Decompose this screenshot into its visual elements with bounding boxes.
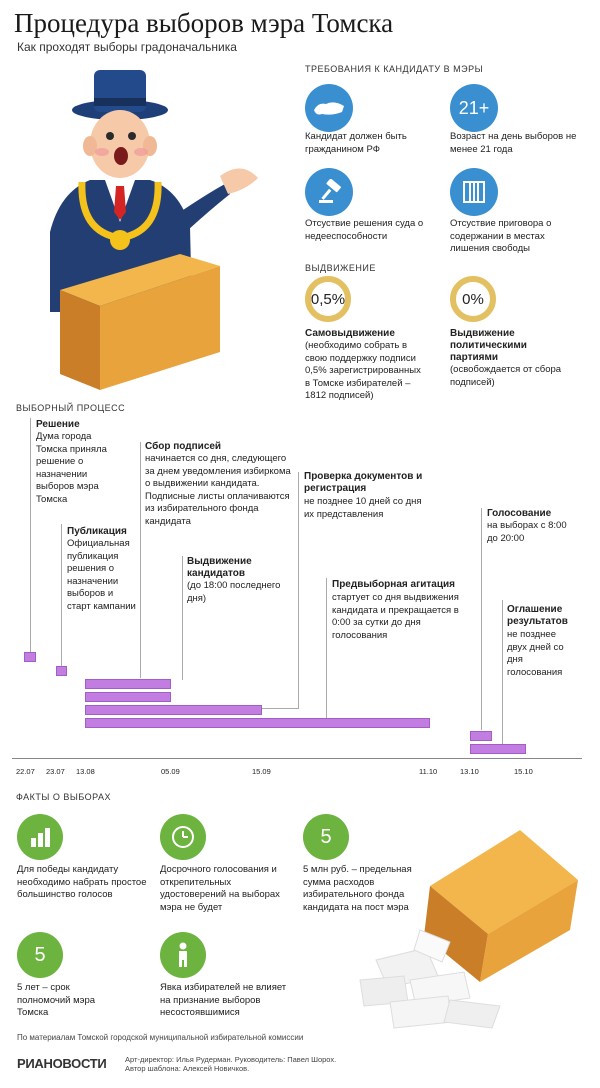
nomination-heading: ВЫДВИЖЕНИЕ — [305, 263, 376, 273]
step-registration-text: не позднее 10 дней со дня их представлен… — [304, 496, 422, 520]
prison-bars-icon — [450, 168, 498, 216]
step-signatures-text: начинается со дня, следующего за днем ув… — [145, 453, 291, 527]
self-nomination-percent: 0,5% — [305, 276, 351, 322]
russia-map-icon — [305, 84, 353, 132]
fact-turnout: Явка избирателей не влияет на признание … — [160, 982, 287, 1018]
fact-majority: Для победы кандидату необходимо набрать … — [17, 864, 147, 900]
step-nomination-title: Выдвижение кандидатов — [187, 556, 252, 579]
step-publication-text: Официальная публикация решения о назначе… — [67, 538, 136, 612]
facts-heading: ФАКТЫ О ВЫБОРАХ — [16, 792, 112, 802]
ballot-box-illustration — [359, 830, 578, 1029]
bar-decision — [24, 652, 36, 662]
self-nomination-text: (необходимо собрать в свою поддержку под… — [305, 340, 421, 401]
requirements-heading: ТРЕБОВАНИЯ К КАНДИДАТУ В МЭРЫ — [305, 64, 484, 74]
page-subtitle: Как проходят выборы градоначальника — [17, 40, 237, 54]
voter-person-icon — [160, 932, 206, 978]
fact-term: 5 лет – срок полномочий мэра Томска — [17, 982, 96, 1018]
bar-nomination — [85, 692, 171, 702]
date-tick: 15.10 — [514, 767, 533, 776]
credits-line-2: Автор шаблона: Алексей Новичков. — [125, 1064, 250, 1073]
bar-campaign — [85, 718, 430, 728]
date-tick: 15.09 — [252, 767, 271, 776]
step-results-title: Оглашение результатов — [507, 604, 568, 627]
date-tick: 13.08 — [76, 767, 95, 776]
date-tick: 23.07 — [46, 767, 65, 776]
party-nomination-text: (освобождается от сбора подписей) — [450, 364, 562, 388]
page-title: Процедура выборов мэра Томска — [14, 8, 394, 38]
date-tick: 05.09 — [161, 767, 180, 776]
requirement-age: Возраст на день выборов не менее 21 года — [450, 131, 577, 155]
bar-results — [470, 744, 526, 754]
step-campaign-title: Предвыборная агитация — [332, 579, 455, 590]
requirement-citizenship: Кандидат должен быть гражданином РФ — [305, 131, 407, 155]
step-voting-title: Голосование — [487, 508, 552, 519]
step-results-text: не позднее двух дней со дня голосования — [507, 629, 564, 678]
gavel-icon — [305, 168, 353, 216]
five-icon: 5 — [303, 814, 349, 860]
bar-registration — [85, 705, 262, 715]
step-registration-title: Проверка документов и регистрация — [304, 471, 423, 494]
bar-chart-icon — [17, 814, 63, 860]
clock-icon — [160, 814, 206, 860]
date-tick: 13.10 — [460, 767, 479, 776]
credits-line-1: Арт-директор: Илья Рудерман. Руководител… — [125, 1055, 337, 1064]
bar-signatures — [85, 679, 171, 689]
party-nomination-title: Выдвижение политическими партиями — [450, 328, 527, 363]
process-heading: ВЫБОРНЫЙ ПРОЦЕСС — [16, 403, 126, 413]
step-campaign-text: стартует со дня выдвижения кандидата и п… — [332, 592, 459, 641]
ria-logo: РИАНОВОСТИ — [17, 1056, 107, 1071]
date-tick: 22.07 — [16, 767, 35, 776]
bar-publication — [56, 666, 67, 676]
five-years-icon: 5 — [17, 932, 63, 978]
party-nomination-percent: 0% — [450, 276, 496, 322]
age-21-icon: 21+ — [450, 84, 498, 132]
candidate-illustration — [50, 70, 258, 390]
requirement-freedom: Отсуствие приговора о содержании в места… — [450, 218, 552, 254]
self-nomination-title: Самовыдвижение — [305, 328, 395, 339]
step-decision-text: Дума города Томска приняла решение о наз… — [36, 431, 107, 505]
step-nomination-text: (до 18:00 последнего дня) — [187, 580, 281, 604]
source-note: По материалам Томской городской муниципа… — [17, 1033, 304, 1042]
fact-no-early-voting: Досрочного голосования и открепительных … — [160, 864, 280, 913]
step-voting-text: на выборах с 8:00 до 20:00 — [487, 520, 567, 544]
step-publication-title: Публикация — [67, 526, 127, 537]
bar-voting — [470, 731, 492, 741]
requirement-capacity: Отсуствие решения суда о недееспособност… — [305, 218, 424, 242]
step-decision-title: Решение — [36, 419, 80, 430]
step-signatures-title: Сбор подписей — [145, 441, 222, 452]
date-tick: 11.10 — [419, 767, 438, 776]
fact-spending-limit: 5 млн руб. – предельная сумма расходов и… — [303, 864, 412, 913]
